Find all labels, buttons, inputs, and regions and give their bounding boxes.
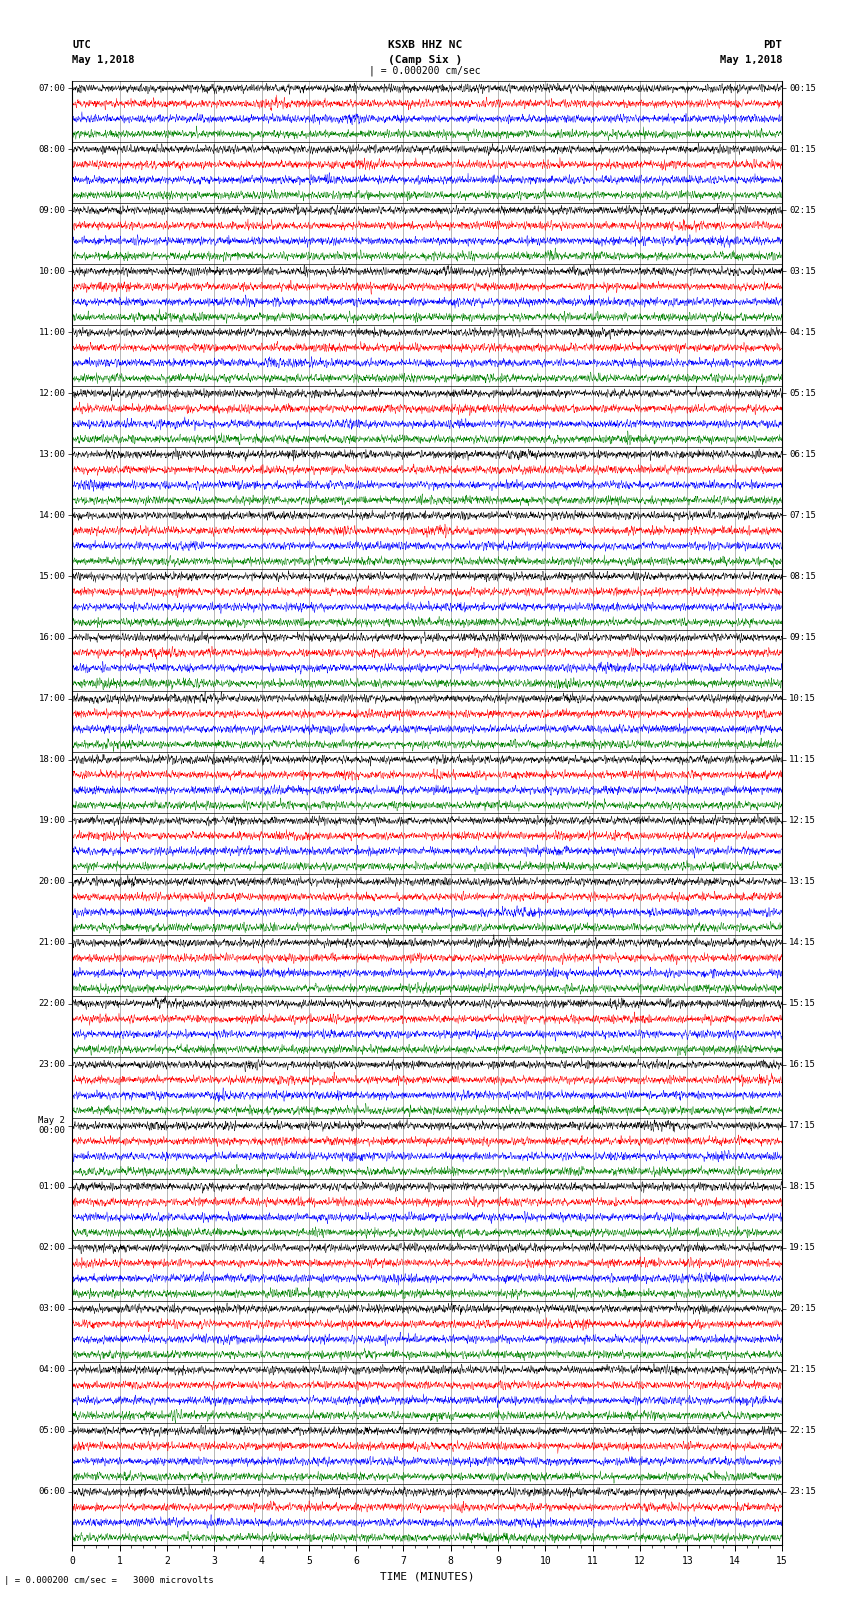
X-axis label: TIME (MINUTES): TIME (MINUTES)	[380, 1571, 474, 1581]
Text: | = 0.000200 cm/sec: | = 0.000200 cm/sec	[369, 66, 481, 76]
Text: May 1,2018: May 1,2018	[72, 55, 135, 65]
Text: PDT: PDT	[763, 40, 782, 50]
Text: (Camp Six ): (Camp Six )	[388, 55, 462, 65]
Text: | = 0.000200 cm/sec =   3000 microvolts: | = 0.000200 cm/sec = 3000 microvolts	[4, 1576, 214, 1586]
Text: UTC: UTC	[72, 40, 91, 50]
Text: KSXB HHZ NC: KSXB HHZ NC	[388, 40, 462, 50]
Text: May 1,2018: May 1,2018	[719, 55, 782, 65]
